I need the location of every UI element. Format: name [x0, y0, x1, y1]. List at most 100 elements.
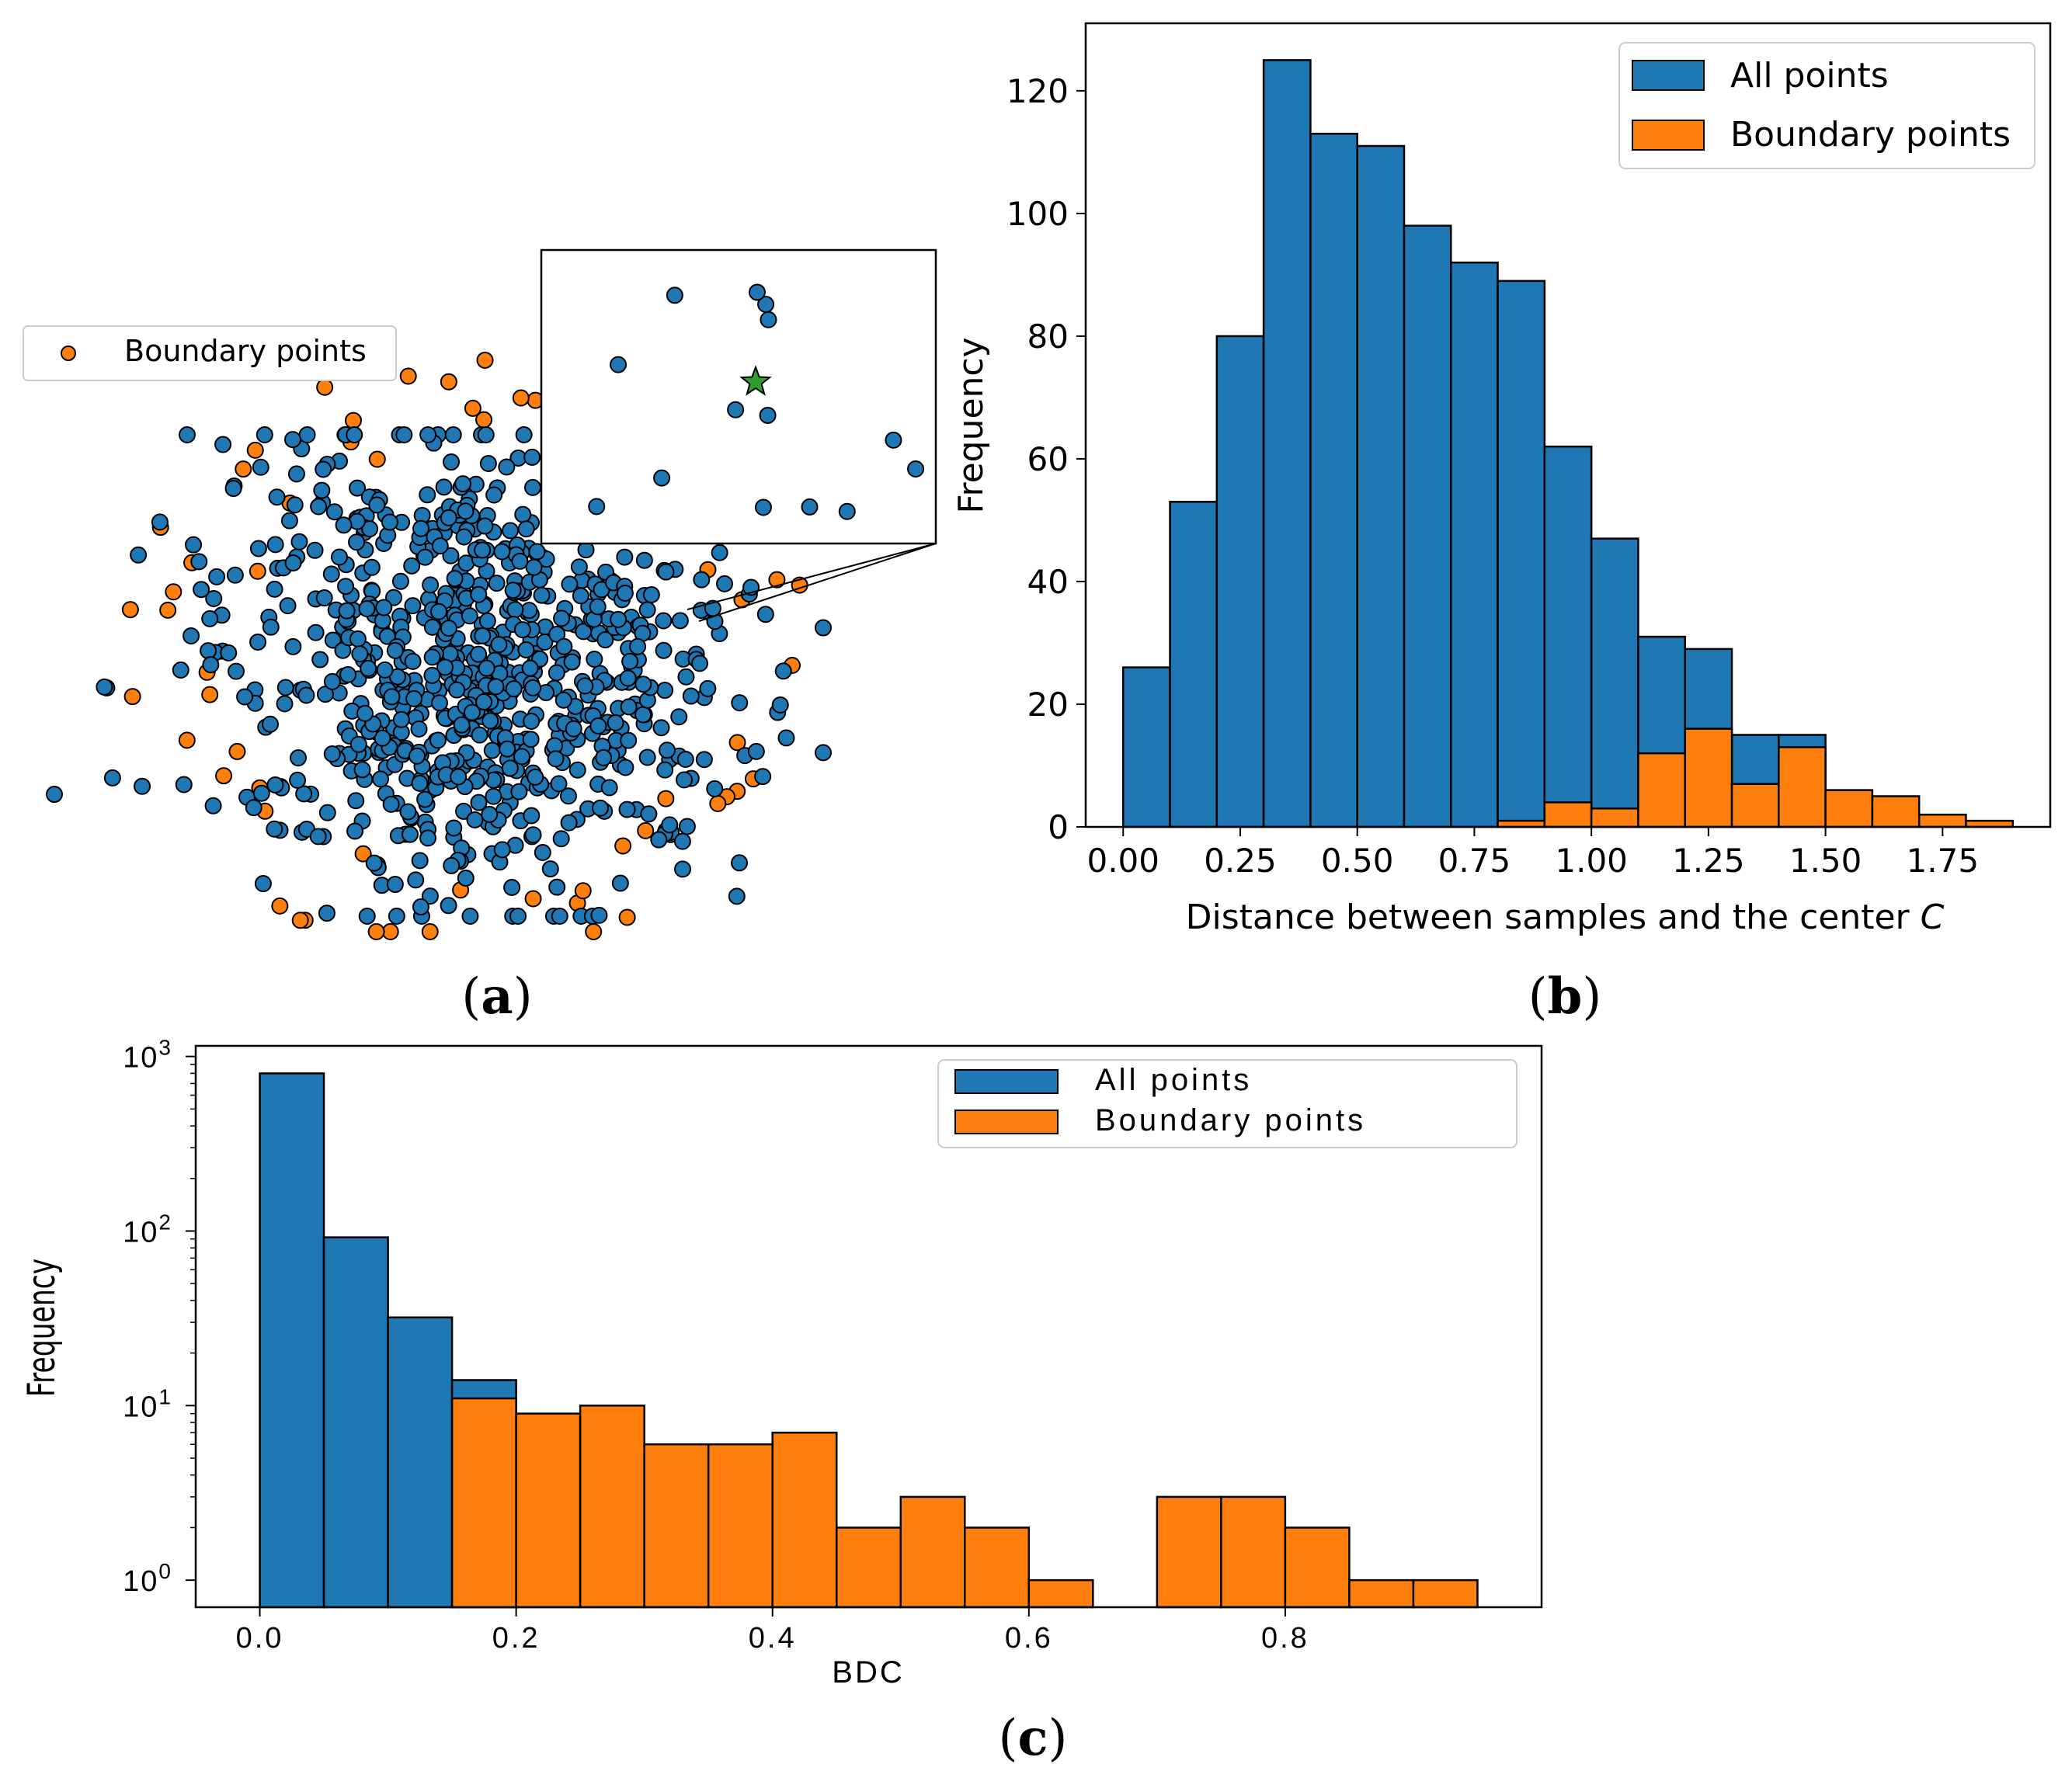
data-point: [471, 726, 488, 744]
data-point: [391, 572, 409, 590]
data-point: [266, 776, 284, 794]
data-point: [525, 558, 543, 576]
data-point: [403, 557, 421, 575]
data-point: [475, 693, 493, 711]
x-tick-label: 0.4: [749, 1622, 797, 1655]
x-tick-label: 0.0: [236, 1622, 284, 1655]
data-point: [771, 696, 789, 714]
data-point: [563, 653, 581, 671]
bar-all: [1497, 280, 1546, 828]
data-point: [455, 802, 473, 820]
boundary-point: [574, 882, 592, 900]
inset-point: [610, 356, 628, 373]
histogram-bars: [259, 1072, 1479, 1609]
data-point: [523, 713, 541, 731]
boundary-point: [728, 734, 746, 752]
data-point: [677, 668, 695, 686]
data-point: [470, 645, 488, 663]
boundary-point: [344, 412, 362, 429]
data-point: [276, 695, 294, 713]
legend-label-boundary: Boundary points: [1730, 115, 2011, 155]
zoom-inset: [540, 248, 937, 545]
data-point: [356, 704, 374, 722]
data-point: [416, 548, 434, 566]
data-point: [455, 528, 473, 546]
data-point: [290, 533, 308, 550]
data-point: [419, 426, 437, 443]
bar-boundary: [1412, 1578, 1479, 1609]
bar-boundary: [1684, 728, 1733, 828]
data-point: [514, 505, 532, 523]
data-point: [659, 741, 676, 759]
data-point: [457, 502, 475, 520]
inset-point: [759, 406, 777, 424]
data-point: [706, 780, 724, 797]
data-point: [536, 633, 554, 651]
data-point: [429, 731, 447, 749]
data-point: [515, 426, 533, 443]
data-point: [295, 785, 313, 803]
data-point: [436, 658, 454, 676]
boundary-point: [215, 767, 233, 785]
data-point: [673, 832, 691, 850]
data-point: [395, 426, 413, 443]
data-point: [595, 748, 613, 766]
data-point: [533, 586, 551, 604]
data-point: [280, 512, 298, 530]
data-point: [503, 879, 521, 897]
boundary-point: [440, 373, 457, 391]
bar-boundary: [899, 1495, 966, 1609]
boundary-point: [123, 688, 141, 706]
data-point: [527, 768, 544, 786]
data-point: [476, 517, 494, 535]
data-point: [346, 822, 364, 840]
data-point: [236, 688, 254, 706]
data-point: [461, 607, 478, 625]
data-point: [731, 694, 749, 712]
data-point: [474, 627, 492, 644]
data-point: [202, 656, 220, 674]
bar-all: [322, 1236, 389, 1609]
data-point: [477, 426, 495, 443]
data-point: [363, 558, 381, 576]
data-point: [655, 612, 673, 630]
data-point: [652, 719, 670, 737]
data-point: [402, 825, 419, 843]
x-tick-label: 1.25: [1672, 842, 1745, 880]
bar-all: [1590, 537, 1639, 828]
data-point: [323, 672, 341, 690]
data-point: [404, 652, 422, 670]
data-point: [559, 787, 577, 805]
data-point: [555, 691, 572, 709]
y-tick-label: 40: [1027, 563, 1069, 601]
data-point: [511, 552, 529, 570]
data-point: [286, 496, 304, 514]
data-point: [178, 426, 196, 443]
data-point: [193, 581, 210, 599]
zoom-line-bottom: [698, 543, 937, 622]
data-point: [381, 513, 398, 531]
data-point: [674, 860, 692, 878]
scatter-legend: Boundary points: [23, 325, 397, 381]
panel-b-histogram: 0.00 0.25 0.50 0.75 1.00 1.25 1.50 1.75 0 20 40 60…: [951, 22, 2052, 937]
data-point: [348, 533, 366, 551]
data-point: [276, 679, 294, 696]
data-point: [553, 609, 571, 627]
data-point: [620, 731, 638, 749]
boundary-point: [709, 794, 727, 812]
data-point: [568, 761, 586, 779]
data-point: [315, 460, 332, 478]
boundary-point: [768, 571, 786, 589]
data-point: [671, 612, 689, 630]
bar-boundary: [1220, 1495, 1287, 1609]
data-point: [228, 662, 245, 680]
data-point: [405, 689, 423, 707]
data-point: [550, 775, 568, 793]
data-point: [226, 566, 244, 584]
data-point: [266, 580, 283, 598]
y-tick-label: 80: [1027, 318, 1069, 356]
data-point: [466, 811, 484, 828]
data-point: [479, 454, 497, 472]
y-tick-label: 100: [123, 1559, 172, 1598]
bar-boundary: [1156, 1495, 1222, 1609]
